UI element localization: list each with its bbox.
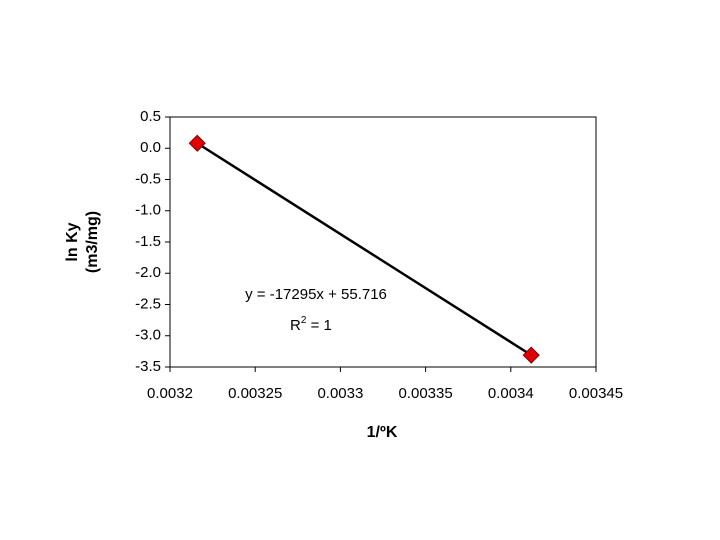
y-tick-label: -3.0 <box>135 327 161 344</box>
r-squared-rest: = 1 <box>306 317 331 334</box>
y-axis-label-line: (m3/mg) <box>84 211 101 273</box>
y-tick-label: -0.5 <box>135 170 161 187</box>
x-tick-label: 0.00335 <box>398 385 452 402</box>
x-tick-label: 0.00325 <box>228 385 282 402</box>
x-tick-label: 0.00345 <box>569 385 623 402</box>
data-point <box>188 134 206 152</box>
r-squared-sup: 2 <box>301 315 307 326</box>
data-point <box>522 346 540 364</box>
x-tick-label: 0.0034 <box>488 385 534 402</box>
y-tick-label: -2.0 <box>135 264 161 281</box>
y-axis-label: ln Ky (m3/mg) <box>64 211 101 273</box>
r-squared-base: R <box>290 317 301 334</box>
x-axis-label: 1/ºK <box>367 424 398 441</box>
y-tick-label: 0.0 <box>140 139 161 156</box>
y-axis-label-line: ln Ky <box>64 222 81 261</box>
r-squared: R2 = 1 <box>290 315 332 334</box>
y-tick-label: -2.5 <box>135 295 161 312</box>
y-tick-label: -3.5 <box>135 358 161 375</box>
x-tick-label: 0.0033 <box>317 385 363 402</box>
trendline <box>196 142 532 357</box>
plot-frame <box>169 116 597 368</box>
x-tick-label: 0.0032 <box>147 385 193 402</box>
y-tick-label: 0.5 <box>140 108 161 125</box>
y-tick-label: -1.0 <box>135 202 161 219</box>
y-tick-label: -1.5 <box>135 233 161 250</box>
trendline-equation: y = -17295x + 55.716 <box>245 286 387 303</box>
